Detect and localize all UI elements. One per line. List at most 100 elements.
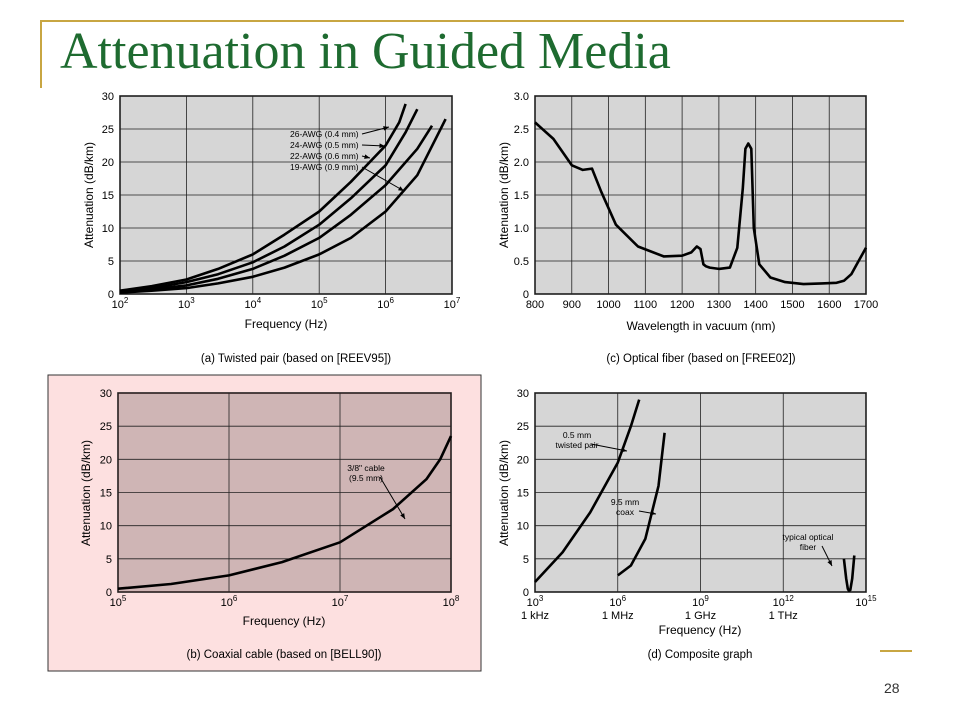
x-tick-base: 10 — [112, 299, 124, 311]
series-line-2 — [617, 432, 666, 577]
series-line-4 — [119, 118, 447, 294]
accent-bar-top — [40, 20, 904, 22]
y-tick-label: 15 — [100, 488, 112, 500]
y-tick-label: 10 — [100, 521, 112, 533]
x-tick-base: 10 — [244, 299, 256, 311]
y-tick-label: 25 — [102, 124, 114, 136]
accent-bar-bottom-right — [880, 650, 912, 652]
annotation-arrowhead — [827, 560, 832, 566]
annotation-line: 19-AWG (0.9 mm) — [290, 162, 359, 172]
annotation-line: coax — [616, 507, 635, 517]
x-tick-exponent: 4 — [257, 296, 262, 305]
y-tick-label: 0 — [106, 587, 112, 599]
y-axis-label: Attenuation (dB/km) — [497, 142, 511, 248]
y-tick-label: 0 — [108, 289, 114, 301]
chart-caption: (d) Composite graph — [648, 649, 753, 661]
x-tick-exponent: 2 — [124, 296, 129, 305]
x-tick-base: 10 — [178, 299, 190, 311]
annotation-line: (9.5 mm) — [349, 473, 383, 483]
annotation-line: 3/8" cable — [347, 463, 385, 473]
x-tick-exponent: 7 — [456, 296, 461, 305]
x-tick-base: 10 — [221, 597, 233, 609]
series-line-1 — [119, 103, 407, 292]
x-tick-label: 106 — [221, 594, 238, 609]
x-tick-label: 1200 — [670, 299, 694, 311]
x-axis-label: Frequency (Hz) — [243, 614, 326, 628]
x-tick-sublabel: 1 THz — [769, 610, 798, 622]
x-tick-label: 900 — [563, 299, 581, 311]
x-axis-label: Frequency (Hz) — [245, 317, 328, 331]
series-line-1 — [117, 435, 453, 590]
series-line-1 — [534, 399, 641, 583]
y-tick-label: 1.5 — [514, 190, 529, 202]
annotation-arrowhead — [364, 154, 370, 159]
x-tick-label: 107 — [332, 594, 349, 609]
annotation-leader — [361, 166, 405, 192]
annotation-label: 22-AWG (0.6 mm) — [290, 151, 359, 161]
annotation-arrowhead — [400, 513, 405, 519]
y-tick-label: 25 — [100, 421, 112, 433]
x-tick-exponent: 6 — [622, 594, 627, 603]
x-tick-label: 1700 — [854, 299, 878, 311]
x-tick-exponent: 6 — [389, 296, 394, 305]
page-number: 28 — [884, 680, 900, 696]
y-tick-label: 10 — [517, 521, 529, 533]
chart-caption: (a) Twisted pair (based on [REEV95]) — [201, 353, 391, 365]
x-tick-exponent: 9 — [704, 594, 709, 603]
series-line-3 — [842, 555, 856, 592]
y-tick-label: 2.0 — [514, 157, 529, 169]
x-tick-label: 1400 — [743, 299, 767, 311]
x-tick-label: 104 — [244, 296, 261, 311]
annotation-label: 19-AWG (0.9 mm) — [290, 162, 359, 172]
annotation-line: 22-AWG (0.6 mm) — [290, 151, 359, 161]
x-tick-label: 1300 — [707, 299, 731, 311]
annotation-label: 9.5 mm coax — [611, 497, 639, 517]
y-tick-label: 15 — [517, 488, 529, 500]
chart-2: 800 900 1000 1100 1200 1300 1400 1500 1600 1700 0 0… — [497, 91, 878, 365]
y-tick-label: 15 — [102, 190, 114, 202]
slide-title: Attenuation in Guided Media — [60, 23, 671, 80]
annotation-label: typical optical fiber — [782, 532, 833, 552]
x-tick-exponent: 12 — [785, 594, 794, 603]
annotation-arrowhead — [650, 510, 656, 516]
y-tick-label: 30 — [102, 91, 114, 103]
annotation-leader — [379, 476, 406, 520]
x-tick-label: 105 — [311, 296, 328, 311]
y-tick-label: 0 — [523, 289, 529, 301]
y-axis-label: Attenuation (dB/km) — [497, 440, 511, 546]
chart-caption: (c) Optical fiber (based on [FREE02]) — [606, 353, 795, 365]
x-tick-label: 105 — [110, 594, 127, 609]
x-tick-base: 10 — [692, 597, 704, 609]
x-tick-sublabel: 1 kHz — [521, 610, 549, 622]
annotation-line: 24-AWG (0.5 mm) — [290, 140, 359, 150]
x-axis-label: Wavelength in vacuum (nm) — [627, 319, 776, 333]
annotation-line: 0.5 mm — [563, 430, 591, 440]
x-tick-label: 1012 — [773, 594, 795, 609]
x-tick-label: 109 — [692, 594, 709, 609]
series-line-1 — [534, 121, 868, 286]
x-axis-label: Frequency (Hz) — [659, 623, 742, 637]
x-tick-base: 10 — [332, 597, 344, 609]
x-tick-sublabel: 1 MHz — [602, 610, 634, 622]
x-tick-label: 103 — [178, 296, 195, 311]
annotation-arrowhead — [383, 126, 389, 131]
accent-bar-left — [40, 20, 42, 88]
y-tick-label: 25 — [517, 421, 529, 433]
x-tick-base: 10 — [855, 597, 867, 609]
chart-caption: (b) Coaxial cable (based on [BELL90]) — [187, 649, 382, 661]
y-tick-label: 1.0 — [514, 223, 529, 235]
x-tick-exponent: 15 — [868, 594, 877, 603]
x-tick-label: 1100 — [634, 299, 658, 311]
x-tick-label: 102 — [112, 296, 129, 311]
y-tick-label: 30 — [517, 388, 529, 400]
annotation-label: 26-AWG (0.4 mm) — [290, 129, 359, 139]
annotation-label: 0.5 mm twisted pair — [556, 430, 599, 450]
x-tick-label: 800 — [526, 299, 544, 311]
x-tick-base: 10 — [773, 597, 785, 609]
annotation-line: 9.5 mm — [611, 497, 639, 507]
x-tick-sublabel: 1 GHz — [685, 610, 716, 622]
annotation-leader — [590, 443, 628, 452]
